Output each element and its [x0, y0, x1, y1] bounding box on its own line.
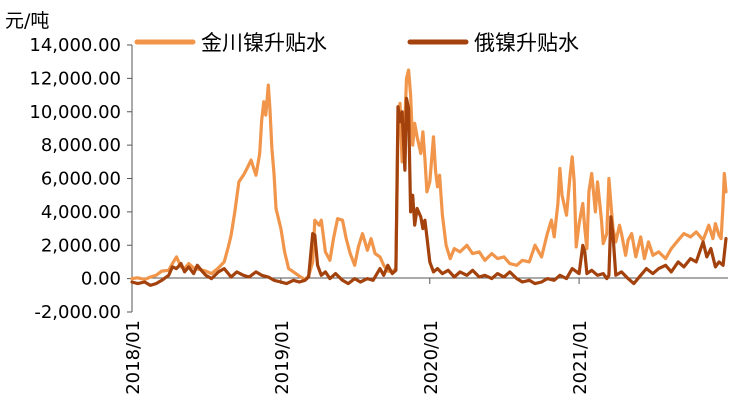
y-tick-label: 2,000.00 — [41, 235, 121, 256]
x-axis: 2018/01 2019/01 2020/01 2021/01 — [123, 278, 728, 395]
y-tick-label: 12,000.00 — [29, 68, 121, 89]
x-tick-label: 2020/01 — [421, 320, 442, 395]
y-tick-label: 8,000.00 — [41, 135, 121, 156]
y-axis-unit-label: 元/吨 — [5, 10, 49, 32]
legend: 金川镍升贴水 俄镍升贴水 — [137, 31, 579, 55]
y-tick-label: -2,000.00 — [34, 302, 121, 323]
y-tick-label: 0.00 — [81, 269, 121, 290]
y-tick-label: 14,000.00 — [29, 35, 121, 56]
y-tick-label: 6,000.00 — [41, 169, 121, 190]
x-tick-label: 2021/01 — [570, 320, 591, 395]
y-axis: -2,000.00 0.00 2,000.00 4,000.00 6,000.00 8,0… — [29, 35, 132, 323]
y-tick-label: 4,000.00 — [41, 202, 121, 223]
legend-label-2: 俄镍升贴水 — [474, 31, 579, 55]
x-tick-label: 2019/01 — [272, 320, 293, 395]
legend-label-1: 金川镍升贴水 — [201, 31, 327, 55]
x-tick-label: 2018/01 — [123, 320, 144, 395]
y-tick-label: 10,000.00 — [29, 102, 121, 123]
series-lines — [132, 70, 726, 285]
